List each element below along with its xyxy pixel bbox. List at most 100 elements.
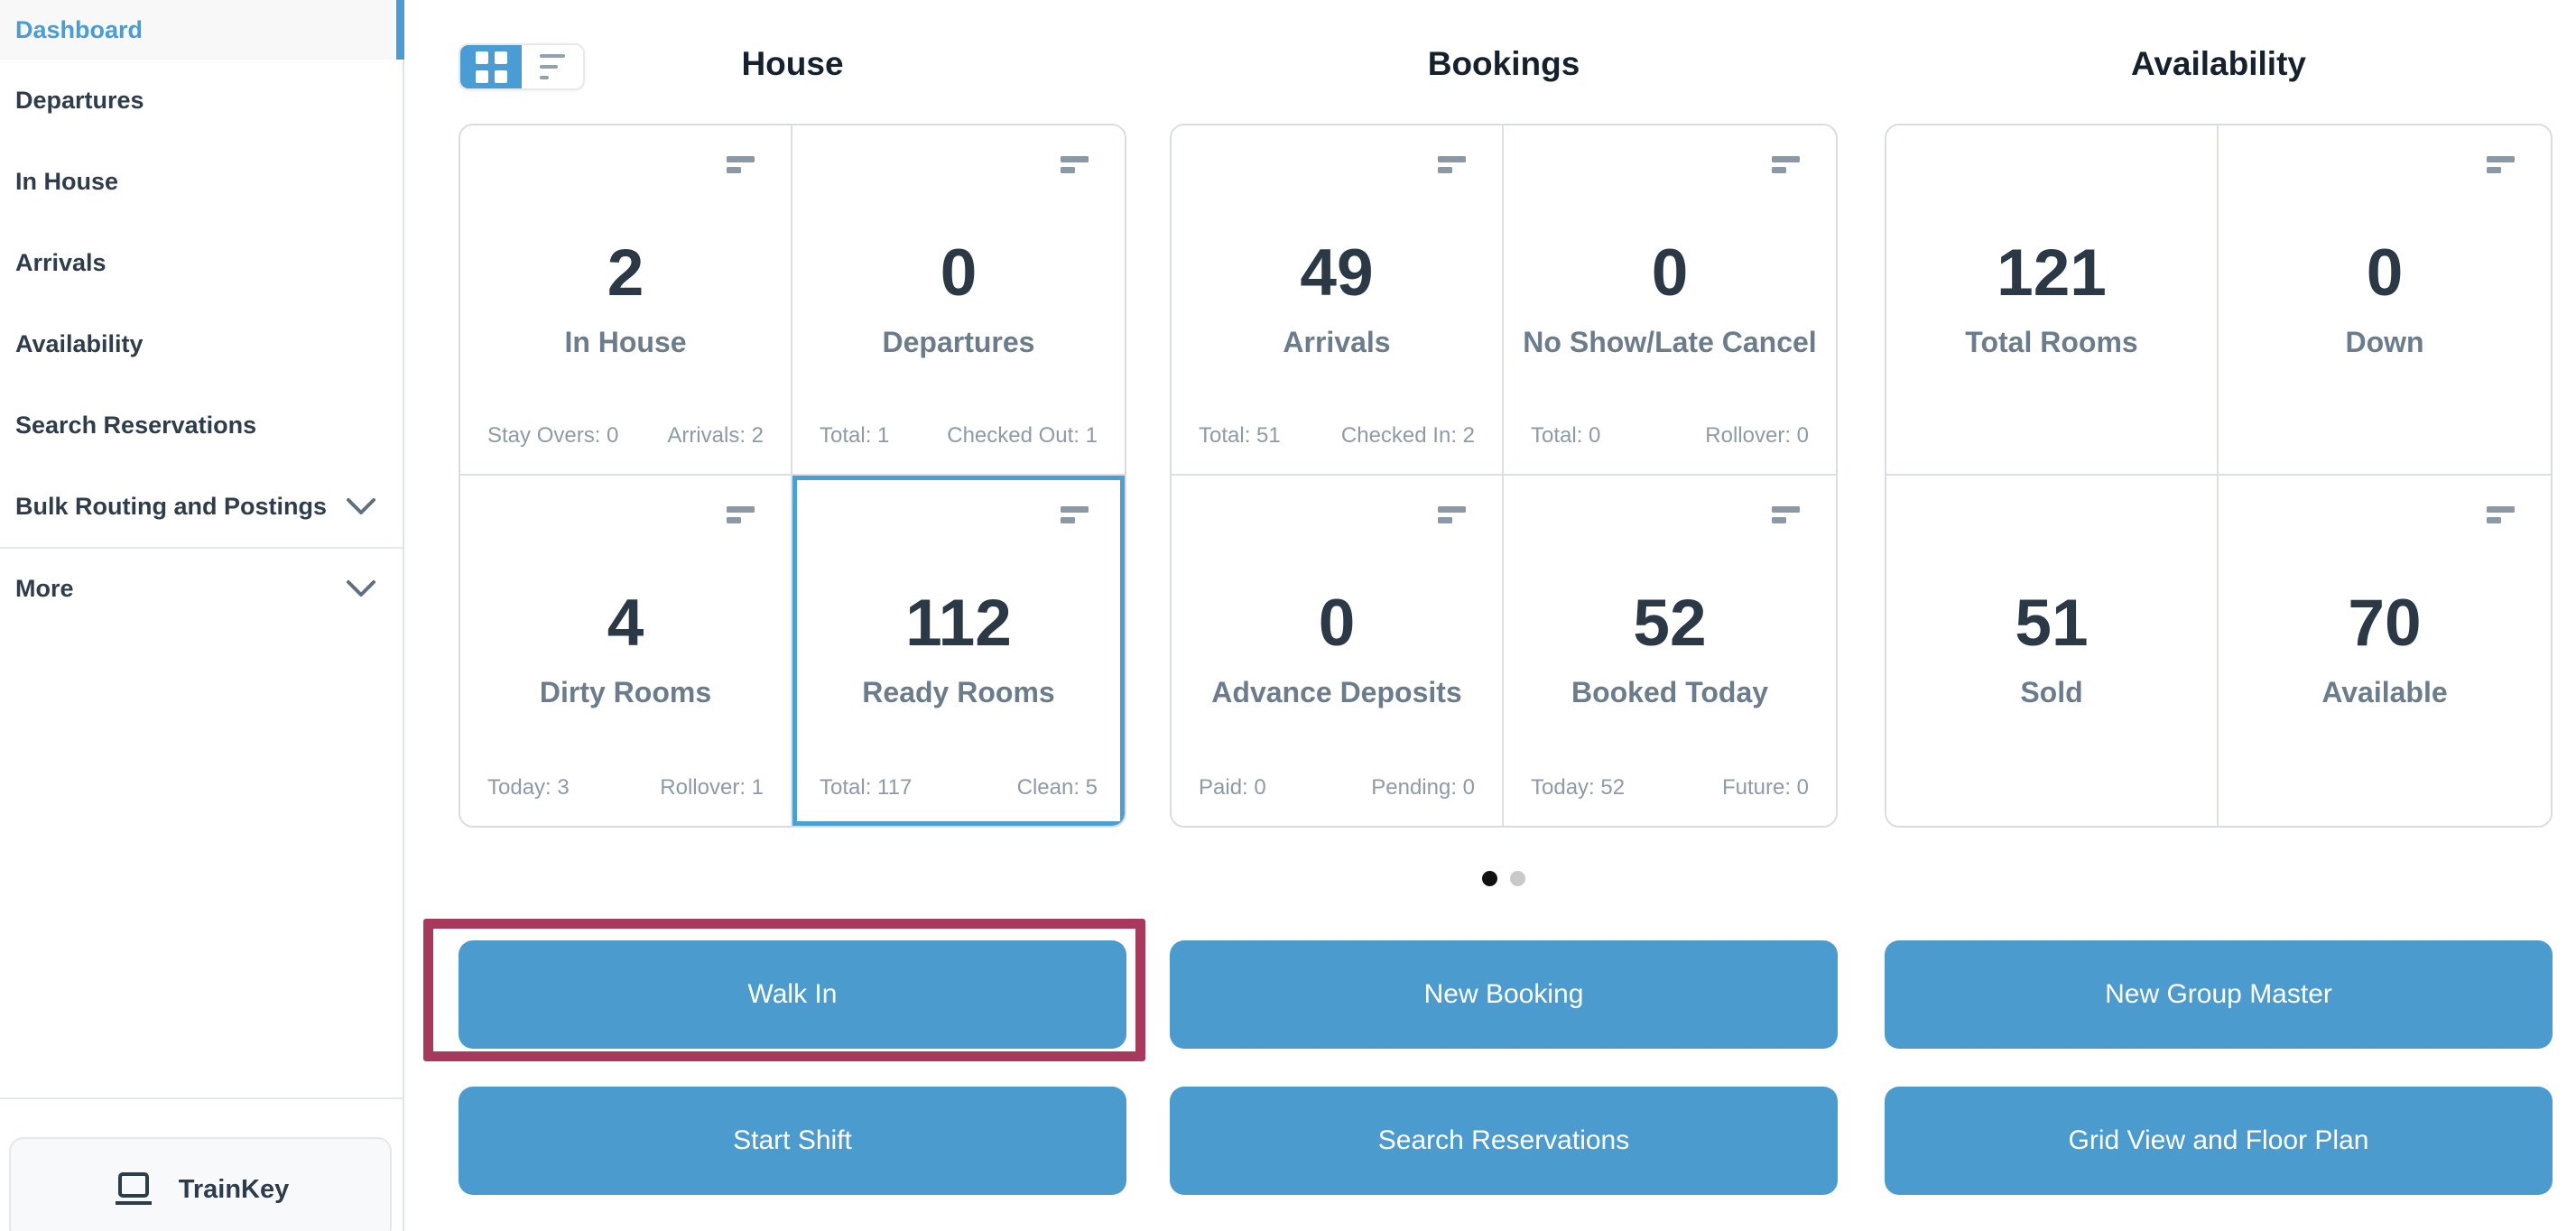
section-title-bookings: Bookings (1427, 45, 1580, 82)
stat-card-down[interactable]: 0 Down (2219, 125, 2551, 476)
stat-value: 121 (1997, 236, 2107, 310)
stat-detail-left: Total: 117 (820, 775, 913, 800)
stat-card-departures[interactable]: 0 Departures Total: 1 Checked Out: 1 (792, 125, 1125, 476)
card-menu-icon[interactable] (727, 156, 755, 173)
stat-detail-left: Total: 51 (1199, 423, 1281, 448)
stat-label: In House (564, 326, 687, 358)
stat-detail-right: Clean: 5 (1016, 775, 1098, 800)
stat-label: Booked Today (1571, 676, 1769, 708)
bookings-card-group: 49 Arrivals Total: 51 Checked In: 2 0 No… (1170, 124, 1838, 828)
stat-label: Down (2345, 326, 2424, 358)
stat-card-ready-rooms[interactable]: 112 Ready Rooms Total: 117 Clean: 5 (792, 476, 1125, 826)
stat-detail-left: Paid: 0 (1199, 775, 1266, 800)
grid-icon (475, 51, 507, 83)
stat-label: Available (2321, 676, 2448, 708)
card-menu-icon[interactable] (727, 506, 755, 523)
chevron-down-icon (347, 580, 375, 597)
stat-label: Dirty Rooms (539, 676, 712, 708)
stat-detail-right: Pending: 0 (1371, 775, 1475, 800)
stat-detail-right: Rollover: 1 (660, 775, 764, 800)
stat-label: Departures (882, 326, 1035, 358)
stat-value: 0 (1651, 236, 1689, 310)
stat-card-arrivals[interactable]: 49 Arrivals Total: 51 Checked In: 2 (1172, 125, 1504, 476)
stat-card-no-show-late-cancel[interactable]: 0 No Show/Late Cancel Total: 0 Rollover:… (1504, 125, 1836, 476)
sidebar-item-label: Bulk Routing and Postings (15, 492, 327, 520)
stat-label: Sold (2020, 676, 2083, 708)
stat-value: 4 (607, 587, 644, 660)
chevron-down-icon (347, 498, 375, 514)
card-menu-icon[interactable] (2487, 156, 2515, 173)
stat-detail-right: Rollover: 0 (1705, 423, 1809, 448)
carousel-dot-active[interactable] (1482, 871, 1497, 886)
grid-view-button[interactable] (460, 45, 522, 88)
card-menu-icon[interactable] (2487, 506, 2515, 523)
card-menu-icon[interactable] (1438, 156, 1466, 173)
stat-detail-right: Checked Out: 1 (947, 423, 1098, 448)
sidebar-item-dashboard[interactable]: Dashboard (0, 0, 404, 60)
stat-label: Total Rooms (1965, 326, 2138, 358)
stat-card-sold[interactable]: 51 Sold (1886, 476, 2219, 826)
grid-view-and-floor-plan-button[interactable]: Grid View and Floor Plan (1885, 1087, 2553, 1195)
laptop-icon (115, 1172, 152, 1205)
sidebar: Dashboard Departures In House Arrivals A… (0, 0, 404, 1231)
list-view-button[interactable] (522, 45, 583, 88)
section-title-house: House (741, 45, 844, 82)
sidebar-item-label: More (15, 574, 74, 602)
carousel-dot-inactive[interactable] (1510, 871, 1525, 886)
active-indicator-bar (396, 0, 404, 60)
stat-card-advance-deposits[interactable]: 0 Advance Deposits Paid: 0 Pending: 0 (1172, 476, 1504, 826)
view-toggle (459, 43, 585, 90)
stat-card-available[interactable]: 70 Available (2219, 476, 2551, 826)
sidebar-item-departures[interactable]: Departures (0, 60, 403, 141)
stat-label: Advance Deposits (1211, 676, 1462, 708)
trainkey-button[interactable]: TrainKey (9, 1137, 392, 1231)
card-menu-icon[interactable] (1061, 156, 1089, 173)
stat-value: 0 (940, 236, 978, 310)
sidebar-item-arrivals[interactable]: Arrivals (0, 222, 403, 303)
stat-value: 70 (2348, 587, 2422, 660)
stat-label: Ready Rooms (862, 676, 1055, 708)
stat-card-total-rooms[interactable]: 121 Total Rooms (1886, 125, 2219, 476)
card-menu-icon[interactable] (1438, 506, 1466, 523)
stat-value: 0 (1318, 587, 1356, 660)
availability-card-group: 121 Total Rooms 0 Down 51 Sold 70 Availa… (1885, 124, 2553, 828)
card-menu-icon[interactable] (1061, 506, 1089, 523)
list-icon (540, 54, 565, 79)
card-menu-icon[interactable] (1772, 506, 1800, 523)
stat-detail-right: Arrivals: 2 (667, 423, 764, 448)
sidebar-item-label: Search Reservations (15, 411, 257, 439)
sidebar-item-in-house[interactable]: In House (0, 141, 403, 222)
stat-label: No Show/Late Cancel (1523, 326, 1817, 358)
stat-card-in-house[interactable]: 2 In House Stay Overs: 0 Arrivals: 2 (460, 125, 792, 476)
house-card-group: 2 In House Stay Overs: 0 Arrivals: 2 0 D… (459, 124, 1126, 828)
sidebar-item-label: Dashboard (15, 15, 144, 43)
sidebar-divider (0, 1097, 404, 1099)
sidebar-item-label: Arrivals (15, 248, 107, 276)
stat-value: 112 (905, 587, 1012, 660)
stat-detail-left: Today: 52 (1531, 775, 1626, 800)
stat-detail-left: Today: 3 (487, 775, 570, 800)
stat-card-booked-today[interactable]: 52 Booked Today Today: 52 Future: 0 (1504, 476, 1836, 826)
section-title-availability: Availability (2131, 45, 2306, 82)
stat-detail-left: Total: 0 (1531, 423, 1601, 448)
stat-detail-right: Future: 0 (1721, 775, 1809, 800)
walk-in-button[interactable]: Walk In (459, 940, 1126, 1049)
sidebar-item-search-reservations[interactable]: Search Reservations (0, 384, 403, 466)
card-menu-icon[interactable] (1772, 156, 1800, 173)
start-shift-button[interactable]: Start Shift (459, 1087, 1126, 1195)
stat-detail-left: Stay Overs: 0 (487, 423, 619, 448)
stat-value: 49 (1300, 236, 1374, 310)
stat-label: Arrivals (1283, 326, 1391, 358)
sidebar-item-bulk-routing-and-postings[interactable]: Bulk Routing and Postings (0, 466, 403, 547)
sidebar-item-label: In House (15, 167, 119, 195)
search-reservations-button[interactable]: Search Reservations (1170, 1087, 1838, 1195)
stat-card-dirty-rooms[interactable]: 4 Dirty Rooms Today: 3 Rollover: 1 (460, 476, 792, 826)
sidebar-item-more[interactable]: More (0, 547, 403, 628)
new-booking-button[interactable]: New Booking (1170, 940, 1838, 1049)
new-group-master-button[interactable]: New Group Master (1885, 940, 2553, 1049)
sidebar-item-availability[interactable]: Availability (0, 303, 403, 384)
stat-value: 52 (1633, 587, 1707, 660)
stat-value: 0 (2366, 236, 2404, 310)
stat-detail-left: Total: 1 (820, 423, 890, 448)
